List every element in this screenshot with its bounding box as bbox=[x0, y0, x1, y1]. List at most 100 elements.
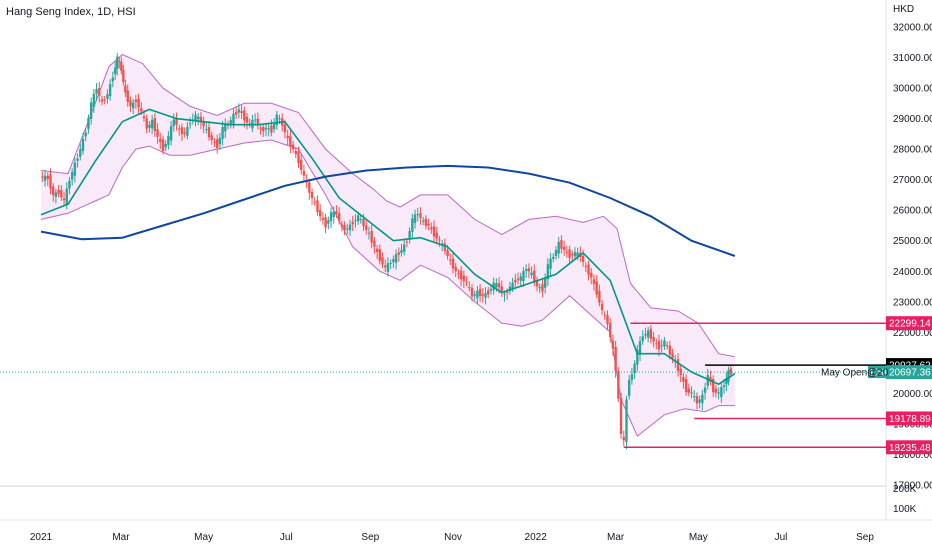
candle-body bbox=[560, 240, 563, 249]
candle-body bbox=[373, 240, 376, 247]
candle-body bbox=[332, 211, 335, 217]
candle-body bbox=[457, 273, 460, 275]
candle-body bbox=[619, 397, 623, 435]
candle-body bbox=[524, 269, 528, 271]
candle-body bbox=[343, 224, 346, 231]
candle-body bbox=[337, 213, 341, 221]
price-level-label: 18235.48 bbox=[889, 443, 931, 454]
x-tick-label: Sep bbox=[361, 532, 379, 543]
y-tick-label: 17000.00 bbox=[893, 481, 932, 492]
candle-body bbox=[568, 249, 571, 258]
candle-body bbox=[313, 201, 316, 203]
candle-body bbox=[164, 143, 167, 148]
candle-body bbox=[660, 345, 663, 347]
candle-body bbox=[538, 287, 541, 289]
candle-body bbox=[197, 116, 200, 120]
candle-body bbox=[722, 385, 726, 387]
candle-body bbox=[89, 102, 93, 119]
bollinger-band-fill bbox=[41, 54, 735, 437]
candle-body bbox=[649, 328, 653, 339]
candle-body bbox=[530, 272, 533, 275]
candle-body bbox=[584, 265, 588, 267]
candle-body bbox=[400, 249, 403, 253]
x-tick-label: Jul bbox=[775, 532, 788, 543]
candle-body bbox=[690, 392, 693, 394]
candle-body bbox=[595, 281, 598, 295]
candle-body bbox=[346, 228, 349, 230]
candle-body bbox=[684, 379, 688, 393]
candle-body bbox=[169, 125, 173, 141]
currency-label: HKD bbox=[893, 4, 914, 15]
candle-body bbox=[449, 259, 452, 261]
candle-body bbox=[232, 113, 235, 124]
candle-body bbox=[324, 217, 327, 228]
candle-body bbox=[590, 272, 593, 278]
candle-body bbox=[60, 190, 63, 198]
candle-body bbox=[145, 118, 148, 129]
candle-body bbox=[300, 159, 303, 170]
candle-body bbox=[668, 345, 672, 355]
candle-body bbox=[638, 341, 642, 355]
candle-body bbox=[129, 100, 132, 107]
candle-body bbox=[519, 276, 522, 281]
candle-body bbox=[95, 88, 98, 94]
candle-body bbox=[215, 139, 219, 148]
price-level-tag bbox=[886, 411, 932, 426]
candle-body bbox=[126, 90, 129, 103]
candle-body bbox=[468, 287, 471, 289]
candle-body bbox=[178, 128, 181, 130]
candle-body bbox=[116, 56, 119, 69]
y-tick-label: 31000.00 bbox=[893, 53, 932, 64]
candle-body bbox=[62, 198, 66, 201]
candle-body bbox=[253, 119, 257, 121]
symbol-label: HSI bbox=[870, 368, 887, 379]
candle-body bbox=[459, 270, 463, 280]
candle-body bbox=[655, 343, 658, 345]
candle-body bbox=[465, 282, 468, 284]
candle-body bbox=[318, 210, 322, 217]
candle-body bbox=[408, 230, 411, 239]
candle-body bbox=[68, 180, 71, 189]
candle-body bbox=[611, 340, 615, 349]
candle-body bbox=[153, 117, 157, 132]
candle-body bbox=[46, 175, 49, 180]
candle-body bbox=[156, 129, 159, 137]
candle-body bbox=[49, 174, 52, 189]
candle-body bbox=[148, 124, 151, 128]
candle-body bbox=[725, 378, 728, 385]
candle-body bbox=[424, 218, 428, 226]
bollinger-lower-line bbox=[40, 139, 735, 437]
candle-body bbox=[413, 214, 417, 224]
candle-body bbox=[614, 346, 617, 371]
candle-body bbox=[188, 123, 192, 125]
candle-body bbox=[70, 172, 74, 180]
candle-body bbox=[565, 251, 569, 253]
candle-body bbox=[108, 84, 112, 97]
candle-body bbox=[489, 288, 493, 291]
price-level-tag bbox=[886, 316, 932, 331]
candle-body bbox=[622, 436, 625, 441]
candle-body bbox=[600, 303, 604, 311]
ma20-line bbox=[40, 108, 736, 386]
candle-body bbox=[657, 340, 661, 350]
candle-body bbox=[262, 127, 265, 132]
candle-body bbox=[140, 108, 143, 112]
candle-body bbox=[430, 227, 433, 230]
candle-body bbox=[592, 279, 596, 285]
x-tick-label: 2022 bbox=[525, 532, 548, 543]
candle-body bbox=[302, 170, 306, 176]
candle-body bbox=[356, 215, 360, 222]
candle-body bbox=[427, 223, 430, 226]
candle-body bbox=[207, 127, 211, 138]
candle-body bbox=[329, 212, 333, 222]
candle-body bbox=[514, 279, 517, 283]
y-tick-label: 29000.00 bbox=[893, 114, 932, 125]
candle-body bbox=[636, 349, 639, 365]
candle-body bbox=[712, 379, 715, 393]
candle-body bbox=[134, 99, 138, 103]
candle-body bbox=[403, 244, 406, 252]
candle-body bbox=[386, 263, 390, 272]
y-tick-label: 20000.00 bbox=[893, 389, 932, 400]
candle-body bbox=[625, 399, 628, 443]
